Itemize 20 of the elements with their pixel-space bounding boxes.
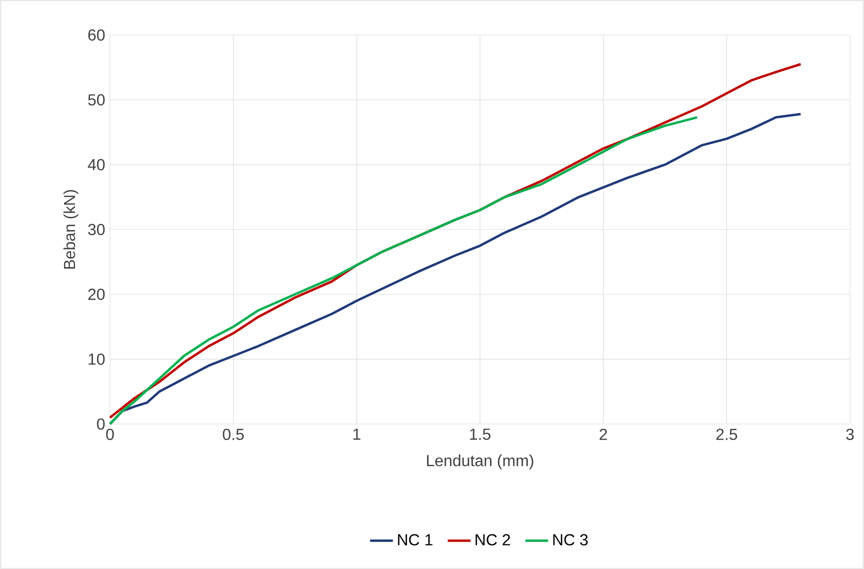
x-tick-label: 0.5 <box>222 428 244 440</box>
x-axis-title: Lendutan (mm) <box>427 454 534 470</box>
x-tick-label: 1.5 <box>470 428 490 440</box>
y-tick-label: 30 <box>88 224 105 236</box>
y-tick-label: 0 <box>97 418 105 430</box>
x-tick-label: 2.5 <box>716 428 738 440</box>
y-tick-label: 40 <box>88 159 105 170</box>
y-tick-label: 60 <box>88 29 105 41</box>
legend-label: NC 3 <box>553 534 588 546</box>
legend-label: NC 1 <box>398 534 432 546</box>
y-tick-label: 50 <box>88 94 105 106</box>
y-tick-label: 10 <box>88 354 105 365</box>
x-tick-label: 1 <box>353 428 360 440</box>
x-tick-label: 0 <box>106 428 114 440</box>
y-tick-label: 20 <box>88 288 105 300</box>
x-tick-label: 2 <box>600 428 607 440</box>
legend-label: NC 2 <box>476 534 510 546</box>
y-axis-title: Beban (kN) <box>63 190 78 269</box>
x-tick-label: 3 <box>846 428 854 440</box>
line-series <box>108 116 698 426</box>
